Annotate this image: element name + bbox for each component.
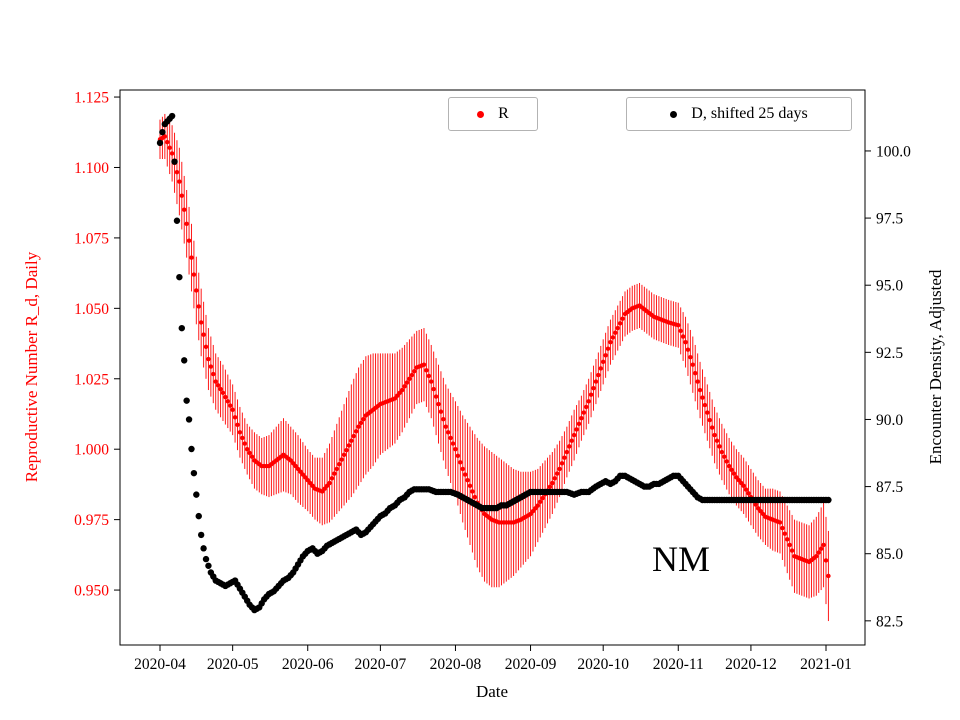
svg-text:2020-05: 2020-05 — [207, 656, 259, 673]
state-annotation: NM — [652, 539, 711, 579]
y-axis-ticks-right: 82.5 85.0 87.5 90.0 92.5 95.0 97.5 100.0 — [865, 143, 911, 630]
y-axis-label-left: Reproductive Number R_d, Daily — [22, 251, 41, 483]
legend-label-d: D, shifted 25 days — [691, 105, 808, 122]
legend-r: R — [448, 97, 538, 131]
svg-text:1.100: 1.100 — [74, 160, 109, 177]
legend-marker-d-icon — [670, 110, 678, 118]
error-bars-0 — [159, 113, 829, 622]
svg-text:2020-07: 2020-07 — [355, 656, 407, 673]
svg-text:1.075: 1.075 — [74, 230, 109, 247]
svg-text:2020-11: 2020-11 — [653, 656, 704, 673]
svg-text:90.0: 90.0 — [876, 412, 903, 429]
svg-text:0.950: 0.950 — [74, 583, 109, 600]
svg-text:1.000: 1.000 — [74, 442, 109, 459]
y-axis-label-right: Encounter Density, Adjusted — [926, 269, 945, 465]
svg-text:2021-01: 2021-01 — [800, 656, 852, 673]
svg-text:87.5: 87.5 — [876, 479, 903, 496]
x-axis-ticks: 2020-04 2020-05 2020-06 2020-07 2020-08 2020-… — [134, 645, 852, 673]
svg-text:2020-06: 2020-06 — [282, 656, 334, 673]
svg-text:1.025: 1.025 — [74, 371, 109, 388]
svg-text:2020-10: 2020-10 — [577, 656, 629, 673]
series-1 — [156, 112, 832, 614]
svg-text:92.5: 92.5 — [876, 345, 903, 362]
svg-text:100.0: 100.0 — [876, 143, 911, 160]
x-axis-label: Date — [475, 682, 509, 701]
svg-text:85.0: 85.0 — [876, 546, 903, 563]
svg-text:97.5: 97.5 — [876, 211, 903, 228]
svg-text:2020-08: 2020-08 — [430, 656, 482, 673]
legend-marker-r-icon — [477, 110, 485, 118]
svg-text:1.125: 1.125 — [74, 90, 109, 107]
svg-text:82.5: 82.5 — [876, 613, 903, 630]
series-0 — [157, 134, 831, 579]
legend-d: D, shifted 25 days — [626, 97, 852, 131]
svg-text:2020-09: 2020-09 — [505, 656, 557, 673]
legend-label-r: R — [498, 105, 509, 122]
svg-text:95.0: 95.0 — [876, 278, 903, 295]
svg-text:1.050: 1.050 — [74, 301, 109, 318]
y-axis-ticks-left: 0.950 0.975 1.000 1.025 1.050 1.075 1.100 1.125 — [74, 90, 120, 600]
svg-text:2020-12: 2020-12 — [725, 656, 777, 673]
svg-text:0.975: 0.975 — [74, 512, 109, 529]
svg-text:2020-04: 2020-04 — [134, 656, 186, 673]
